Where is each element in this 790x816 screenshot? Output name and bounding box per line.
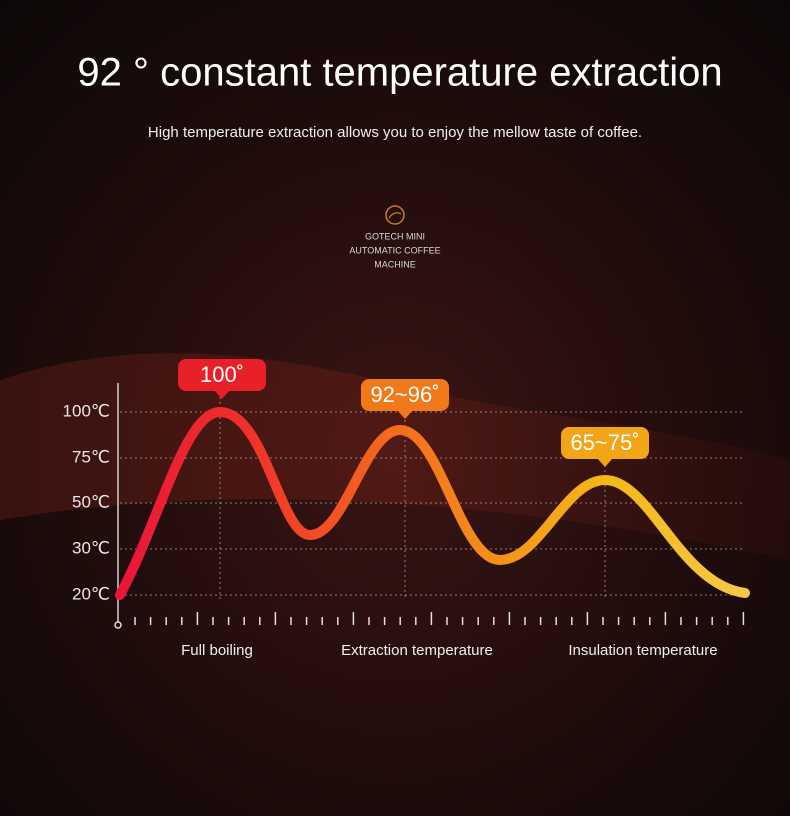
temperature-curve	[115, 406, 750, 600]
x-label: Insulation temperature	[568, 642, 717, 659]
callout-pointer	[214, 390, 230, 399]
callout-label: 92~96˚	[370, 382, 439, 407]
logo	[385, 205, 405, 225]
logo-icon	[385, 205, 405, 225]
y-label: 20℃	[72, 584, 110, 603]
x-label: Extraction temperature	[341, 642, 493, 659]
y-label: 75℃	[72, 447, 110, 466]
logo-icon-stroke	[388, 212, 402, 219]
callout-pointer	[597, 458, 613, 467]
callout-box	[361, 379, 449, 411]
x-label: Full boiling	[181, 642, 253, 659]
coffee-splash	[0, 353, 790, 560]
subtitle: High temperature extraction allows you t…	[148, 124, 642, 141]
y-label: 50℃	[72, 492, 110, 511]
y-label: 100℃	[63, 401, 110, 420]
callout-label: 65~75˚	[570, 430, 639, 455]
y-label: 30℃	[72, 538, 110, 557]
callout-label: 100˚	[200, 362, 244, 387]
logo-text: MACHINE	[374, 259, 416, 269]
chart: 100℃ 75℃ 50℃ 30℃ 20℃ 100˚ 92~96˚ 65~75˚ Full boi…	[63, 359, 750, 659]
callout-pointer	[397, 410, 413, 419]
title: 92 ° constant temperature extraction	[77, 51, 722, 95]
callout-box	[178, 359, 266, 391]
logo-text: AUTOMATIC COFFEE	[349, 245, 440, 255]
logo-text: GOTECH MINI	[365, 231, 425, 241]
callout-box	[561, 427, 649, 459]
axis-origin	[114, 621, 122, 629]
